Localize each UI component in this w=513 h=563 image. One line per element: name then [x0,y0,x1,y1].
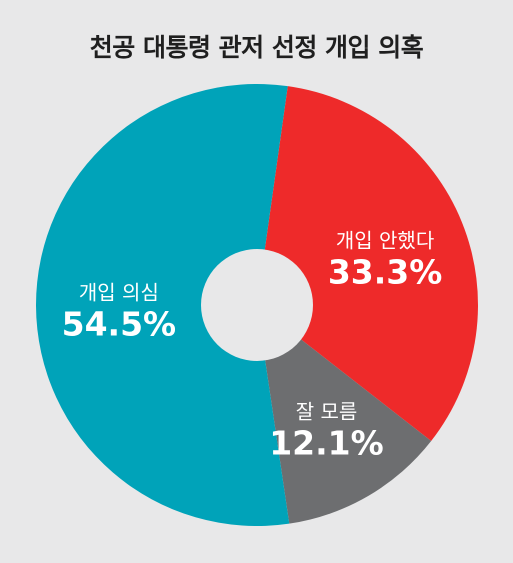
slice-value-2: 54.5% [62,304,177,343]
pie-slice-0 [257,86,479,442]
slice-label-0: 개입 안했다 [336,228,434,252]
donut-hole [201,249,313,361]
slice-value-0: 33.3% [328,252,443,291]
slice-value-1: 12.1% [269,423,384,462]
pie-slice-1 [257,305,432,524]
slices-group [36,83,479,527]
pie-slice-2 [36,83,290,527]
chart-title: 천공 대통령 관저 선정 개입 의혹 [89,33,424,62]
slice-label-2: 개입 의심 [79,280,159,304]
slice-label-1: 잘 모름 [296,399,358,423]
